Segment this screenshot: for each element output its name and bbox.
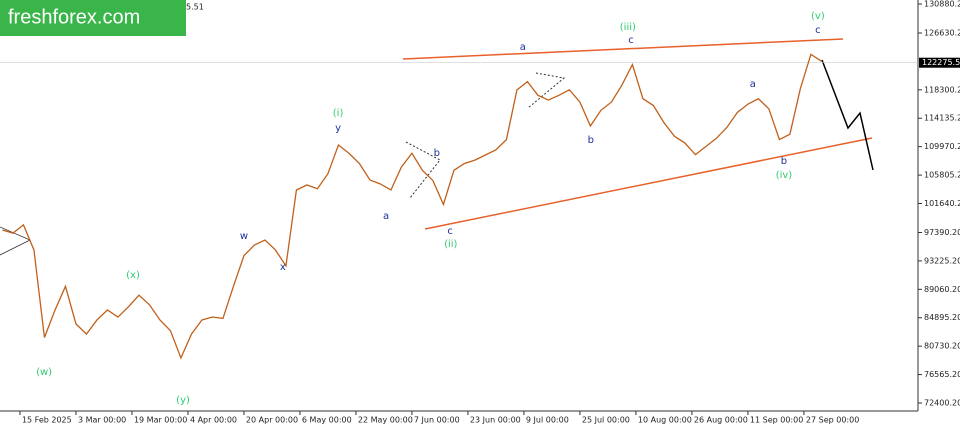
price-line — [2, 53, 822, 360]
x-tick-label: 10 Aug 00:00 — [638, 416, 692, 425]
x-tick-label: 9 Jul 00:00 — [526, 416, 569, 425]
logo-box — [0, 0, 186, 36]
wave-label: c — [815, 25, 821, 36]
y-tick-label: 126630.20 — [924, 28, 960, 37]
triangle — [405, 141, 441, 199]
x-tick-label: 4 Apr 00:00 — [190, 416, 237, 425]
y-tick-label: 101640.20 — [924, 199, 960, 208]
y-tick-label: 114135.20 — [924, 114, 960, 123]
wave-label: b — [434, 148, 440, 159]
wave-label: w — [240, 231, 248, 242]
y-tick-label: 130880.20 — [924, 0, 960, 8]
x-tick-label: 25 Jul 00:00 — [582, 416, 630, 425]
y-tick-label: 84895.20 — [924, 313, 960, 322]
wave-label: (w) — [36, 367, 52, 378]
x-tick-label: 23 Jun 00:00 — [470, 416, 521, 425]
current-price-label: 122275.51 — [922, 58, 960, 67]
x-tick-label: 15 Feb 2025 — [22, 416, 72, 425]
x-tick-label: 11 Sep 00:00 — [750, 416, 803, 425]
wave-label: x — [280, 262, 286, 273]
wave-label: a — [520, 42, 526, 53]
wave-label: (y) — [176, 395, 190, 406]
x-tick-label: 19 Mar 00:00 — [134, 416, 187, 425]
wave-label: b — [781, 156, 787, 167]
marks — [0, 53, 918, 360]
wave-label: (v) — [811, 11, 825, 22]
wave-label: (ii) — [444, 239, 457, 250]
y-tick-label: 105805.20 — [924, 171, 960, 180]
wave-label: (i) — [333, 108, 344, 119]
x-tick-label: 22 May 00:00 — [358, 416, 413, 425]
x-tick-label: 7 Jun 00:00 — [414, 416, 460, 425]
wave-label: c — [447, 226, 453, 237]
y-tick-label: 118300.20 — [924, 85, 960, 94]
wave-label: (iii) — [620, 22, 636, 33]
wave-label: a — [750, 79, 756, 90]
lower-trendline — [424, 137, 873, 230]
wave-label: (iv) — [776, 170, 793, 181]
wave-label: b — [588, 135, 594, 146]
projection — [821, 59, 874, 171]
y-tick-label: 109970.20 — [924, 142, 960, 151]
x-tick-label: 27 Sep 00:00 — [806, 416, 859, 425]
wave-label: y — [335, 123, 341, 134]
y-tick-label: 76565.20 — [924, 370, 960, 379]
current-price-box — [919, 57, 960, 68]
wave-label: a — [383, 211, 389, 222]
wave-label: c — [628, 35, 634, 46]
logo: freshforex.com — [8, 6, 140, 28]
y-tick-label: 97390.20 — [924, 228, 960, 237]
triangle — [527, 72, 566, 109]
y-tick-label: 93225.20 — [924, 256, 960, 265]
x-tick-label: 6 May 00:00 — [302, 416, 352, 425]
header-fragment: 5.51 — [186, 3, 204, 12]
y-tick-label: 72400.20 — [924, 398, 960, 407]
upper-trendline — [402, 38, 844, 60]
wave-label: (x) — [126, 270, 140, 281]
y-tick-label: 89060.20 — [924, 285, 960, 294]
y-tick-label: 80730.20 — [924, 342, 960, 351]
x-tick-label: 3 Mar 00:00 — [78, 416, 126, 425]
x-tick-label: 26 Aug 00:00 — [694, 416, 748, 425]
x-tick-label: 20 Apr 00:00 — [246, 416, 298, 425]
